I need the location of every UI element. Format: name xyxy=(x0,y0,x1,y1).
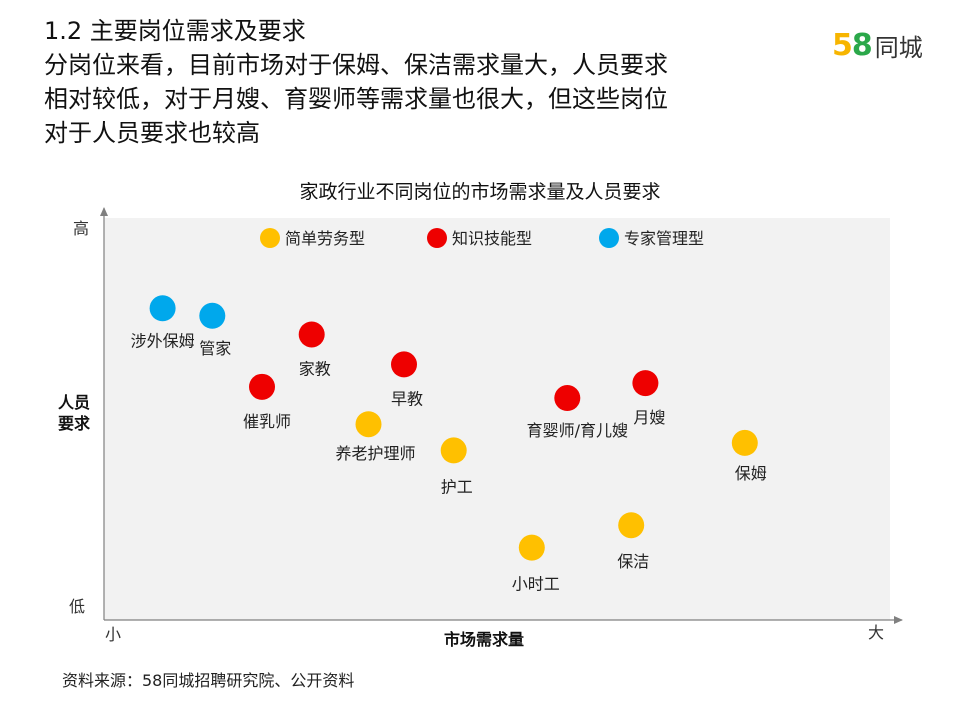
brand-logo: 5 8 同城 xyxy=(832,27,923,63)
y-axis-label-line-2: 要求 xyxy=(58,414,91,433)
point-2-3 xyxy=(391,351,417,378)
legend-label-2: 知识技能型 xyxy=(452,229,532,248)
point-2-2 xyxy=(249,373,275,400)
summary-line-2: 相对较低，对于月嫂、育婴师等需求量也很大，但这些岗位 xyxy=(44,85,668,113)
chart-title: 家政行业不同岗位的市场需求量及人员要求 xyxy=(299,181,661,203)
point-label-1-5: 保姆 xyxy=(735,464,767,483)
x-tick-low: 小 xyxy=(105,625,121,644)
point-label-2-1: 家教 xyxy=(299,359,331,378)
point-label-2-5: 月嫂 xyxy=(633,408,665,427)
legend-marker-1 xyxy=(260,228,280,248)
legend-marker-3 xyxy=(599,228,619,248)
section-title: 1.2 主要岗位需求及要求 xyxy=(44,17,306,45)
point-2-4 xyxy=(554,385,581,412)
x-tick-high: 大 xyxy=(868,623,884,642)
point-label-3-2: 管家 xyxy=(199,339,231,358)
point-1-2 xyxy=(440,437,467,464)
legend-label-3: 专家管理型 xyxy=(624,229,704,248)
point-1-4 xyxy=(618,512,645,539)
summary-line-1: 分岗位来看，目前市场对于保姆、保洁需求量大，人员要求 xyxy=(44,51,668,79)
logo-digit-5: 5 xyxy=(832,27,853,63)
point-1-1 xyxy=(355,411,382,438)
point-label-1-3: 小时工 xyxy=(512,575,560,594)
point-1-5 xyxy=(731,429,758,456)
logo-digit-8: 8 xyxy=(851,27,873,63)
slide-heading: 1.2 主要岗位需求及要求 分岗位来看，目前市场对于保姆、保洁需求量大，人员要求… xyxy=(44,14,824,150)
point-3-1 xyxy=(149,295,176,322)
point-label-1-2: 护工 xyxy=(441,477,473,496)
point-label-1-1: 养老护理师 xyxy=(335,444,415,463)
source-note: 资料来源：58同城招聘研究院、公开资料 xyxy=(62,671,355,690)
point-label-2-3: 早教 xyxy=(391,389,423,408)
legend-label-1: 简单劳务型 xyxy=(285,229,365,248)
point-label-1-4: 保洁 xyxy=(617,552,649,571)
point-2-1 xyxy=(298,321,325,348)
y-axis-label-line-1: 人员 xyxy=(58,393,90,412)
point-label-3-1: 涉外保姆 xyxy=(131,331,195,350)
point-2-5 xyxy=(632,370,659,397)
point-label-2-4: 育婴师/育儿嫂 xyxy=(527,421,628,440)
plot-background xyxy=(104,218,890,620)
y-tick-low: 低 xyxy=(69,597,85,616)
point-label-2-2: 催乳师 xyxy=(243,412,291,431)
summary-line-3: 对于人员要求也较高 xyxy=(44,119,260,147)
legend-marker-2 xyxy=(427,228,447,248)
point-1-3 xyxy=(518,534,545,561)
point-3-2 xyxy=(199,302,226,329)
x-axis-label: 市场需求量 xyxy=(444,630,524,649)
logo-text: 同城 xyxy=(874,33,923,62)
y-tick-high: 高 xyxy=(73,219,89,238)
